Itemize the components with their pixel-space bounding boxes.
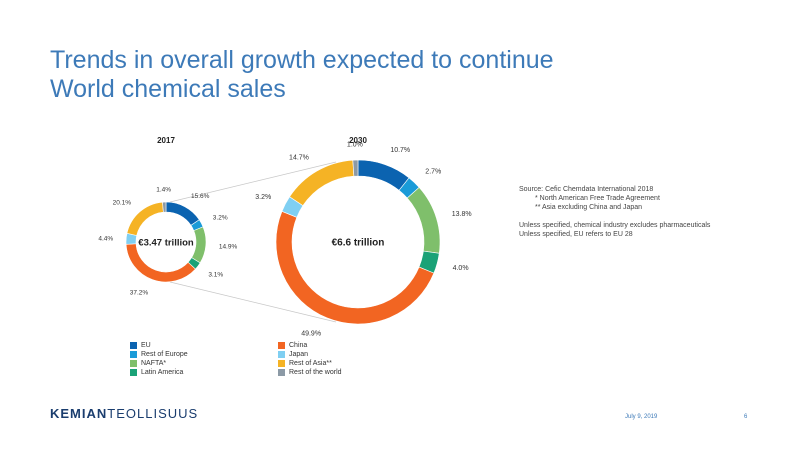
legend-swatch-latin-america bbox=[130, 369, 137, 376]
legend-item-rest-of-world: Rest of the world bbox=[278, 368, 342, 377]
donut-2030: 10.7% 2.7% 13.8% 4.0% 49.9% 3.2% 14.7% 1.0% €6.6… bbox=[255, 136, 471, 337]
footer-date: July 9, 2019 bbox=[625, 414, 658, 420]
slide-title: Trends in overall growth expected to con… bbox=[50, 46, 554, 104]
label-2030-nafta: 13.8% bbox=[452, 211, 472, 218]
label-2017-china: 37.2% bbox=[130, 289, 149, 296]
donut-2017: 15.6% 3.2% 14.9% 3.1% 37.2% 4.4% 20.1% 1.4% €3.4… bbox=[98, 136, 237, 296]
legend-swatch-japan bbox=[278, 351, 285, 358]
legend-label-eu: EU bbox=[141, 342, 151, 349]
slice-2017-rest-of-world bbox=[162, 201, 167, 213]
slice-2030-eu bbox=[357, 159, 410, 191]
legend-item-china: China bbox=[278, 341, 342, 350]
label-2017-eu: 15.6% bbox=[191, 193, 210, 200]
legend-label-nafta: NAFTA* bbox=[141, 360, 167, 367]
slice-2017-eu bbox=[165, 201, 200, 226]
title-line-1: Trends in overall growth expected to con… bbox=[50, 46, 554, 74]
slice-2017-nafta bbox=[191, 226, 207, 264]
label-2017-rest-of-asia: 20.1% bbox=[113, 200, 132, 207]
footnote-nafta: * North American Free Trade Agreement bbox=[535, 195, 660, 202]
label-2030-rest-of-world: 1.0% bbox=[347, 142, 363, 149]
slice-2030-rest-of-asia bbox=[289, 159, 355, 207]
note-pharma: Unless specified, chemical industry excl… bbox=[519, 222, 711, 229]
slice-2030-china bbox=[275, 210, 435, 325]
legend-item-japan: Japan bbox=[278, 350, 342, 359]
page-number: 6 bbox=[744, 414, 748, 420]
footnote-asia: ** Asia excluding China and Japan bbox=[535, 204, 643, 211]
slice-2017-rest-of-asia bbox=[126, 201, 164, 236]
center-label-2017: €3.47 trillion bbox=[138, 238, 194, 249]
label-2030-latin-america: 4.0% bbox=[453, 265, 469, 272]
legend-item-nafta: NAFTA* bbox=[130, 359, 188, 368]
note-eu28: Unless specified, EU refers to EU 28 bbox=[519, 231, 633, 238]
source-notes: Source: Cefic Chemdata International 201… bbox=[519, 185, 710, 239]
label-2030-japan: 3.2% bbox=[255, 194, 271, 201]
legend-right: China Japan Rest of Asia** Rest of the w… bbox=[278, 341, 342, 377]
center-label-2030: €6.6 trillion bbox=[332, 238, 385, 249]
company-logo: KEMIANTEOLLISUUS bbox=[50, 406, 198, 421]
label-2017-latin-america: 3.1% bbox=[208, 271, 223, 278]
label-2017-nafta: 14.9% bbox=[219, 244, 238, 251]
logo-regular: TEOLLISUUS bbox=[107, 406, 199, 421]
legend-swatch-rest-of-asia bbox=[278, 360, 285, 367]
slice-2030-nafta bbox=[406, 186, 441, 254]
legend-label-china: China bbox=[289, 342, 308, 349]
source-text: Source: Cefic Chemdata International 201… bbox=[519, 186, 654, 193]
slice-2030-rest-of-world bbox=[352, 159, 359, 177]
logo-bold: KEMIAN bbox=[50, 406, 108, 421]
legend-item-rest-of-europe: Rest of Europe bbox=[130, 350, 188, 359]
legend-swatch-eu bbox=[130, 342, 137, 349]
year-label-2030: 2030 bbox=[349, 136, 367, 145]
legend-item-eu: EU bbox=[130, 341, 188, 350]
slice-2017-china bbox=[125, 243, 196, 283]
legend-label-rest-of-europe: Rest of Europe bbox=[141, 351, 188, 358]
label-2017-rest-of-europe: 3.2% bbox=[213, 215, 228, 222]
legend-swatch-rest-of-europe bbox=[130, 351, 137, 358]
legend-label-japan: Japan bbox=[289, 351, 309, 358]
label-2017-japan: 4.4% bbox=[98, 235, 113, 242]
legend-item-latin-america: Latin America bbox=[130, 368, 188, 377]
connector-line-bottom bbox=[169, 281, 337, 323]
legend-label-latin-america: Latin America bbox=[141, 369, 184, 376]
label-2030-rest-of-asia: 14.7% bbox=[289, 155, 309, 162]
legend-swatch-nafta bbox=[130, 360, 137, 367]
connector-line-top bbox=[169, 161, 337, 203]
legend-label-rest-of-world: Rest of the world bbox=[289, 369, 342, 376]
legend-item-rest-of-asia: Rest of Asia** bbox=[278, 359, 342, 368]
year-label-2017: 2017 bbox=[157, 136, 175, 145]
label-2030-china: 49.9% bbox=[301, 330, 321, 337]
label-2030-rest-of-europe: 2.7% bbox=[425, 168, 441, 175]
legend-label-rest-of-asia: Rest of Asia** bbox=[289, 360, 332, 367]
label-2017-rest-of-world: 1.4% bbox=[156, 187, 171, 194]
legend-left: EU Rest of Europe NAFTA* Latin America bbox=[130, 341, 188, 377]
label-2030-eu: 10.7% bbox=[390, 147, 410, 154]
title-line-2: World chemical sales bbox=[50, 75, 286, 103]
legend-swatch-china bbox=[278, 342, 285, 349]
legend-swatch-rest-of-world bbox=[278, 369, 285, 376]
